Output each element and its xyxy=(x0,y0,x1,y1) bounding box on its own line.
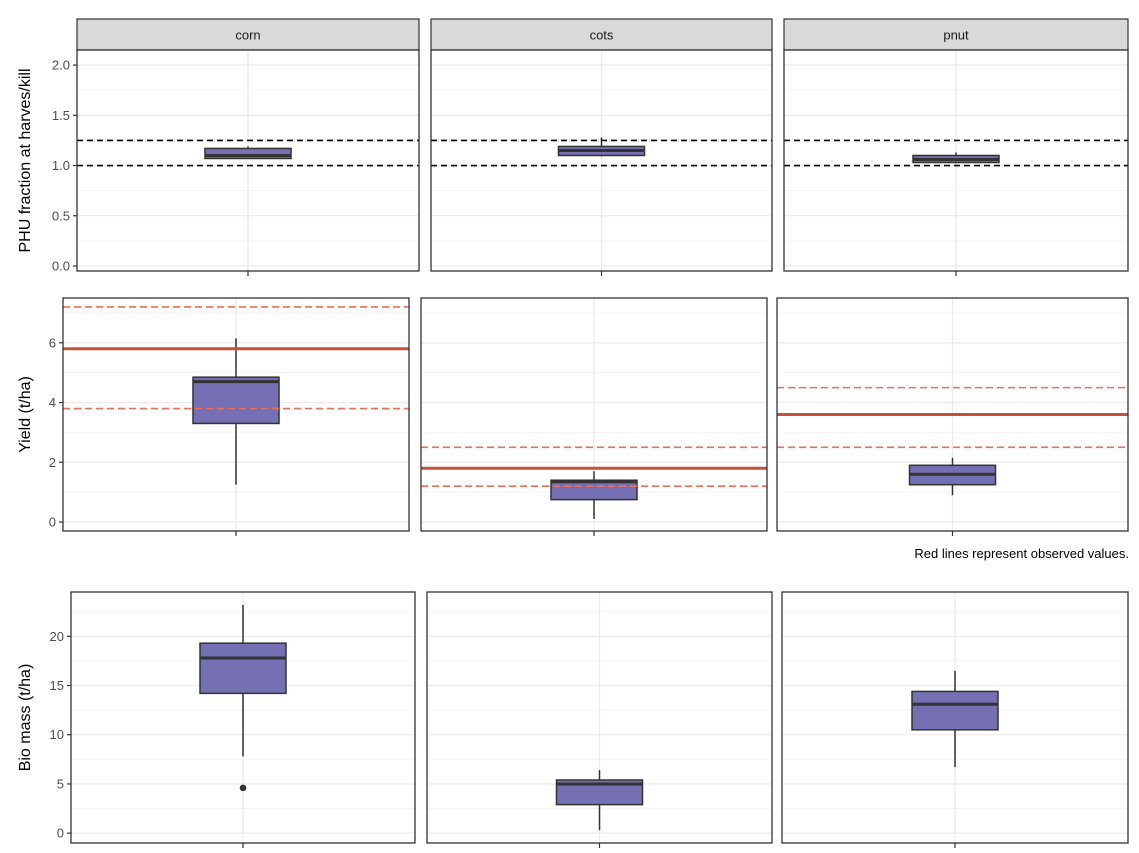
y-tick-label: 0 xyxy=(57,826,64,841)
biomass-panel-pnut xyxy=(781,591,1129,848)
yield-panel-cots xyxy=(420,297,768,536)
y-tick-label: 2.0 xyxy=(52,58,70,73)
biomass-panel-corn xyxy=(70,591,416,848)
y-tick-label: 10 xyxy=(50,727,64,742)
y-tick-label: 0.5 xyxy=(52,208,70,223)
y-tick-label: 15 xyxy=(50,678,64,693)
biomass-panel-cots xyxy=(426,591,773,848)
y-tick-label: 4 xyxy=(49,395,56,410)
box-corn xyxy=(192,376,280,425)
phu-fraction-row: corn 0.0 0.5 1.0 1.5 2.0 cots pnut PHU fraction … xyxy=(17,18,1129,276)
strip-label-pnut: pnut xyxy=(943,28,969,43)
y-tick-label: 1.0 xyxy=(52,158,70,173)
box-corn xyxy=(204,147,292,160)
biomass-row: 0 5 10 15 20 Bio mass (t/ha) xyxy=(17,591,1129,848)
strip-cots xyxy=(430,18,773,51)
y-tick-label: 5 xyxy=(57,776,64,791)
box-pnut xyxy=(911,690,999,731)
y-tick-label: 1.5 xyxy=(52,108,70,123)
strip-label-cots: cots xyxy=(590,28,614,43)
phu-panel-corn: corn xyxy=(76,18,420,276)
observed-values-note: Red lines represent observed values. xyxy=(914,546,1129,561)
phu-panel-pnut: pnut xyxy=(783,18,1129,276)
strip-pnut xyxy=(783,18,1129,51)
yield-panel-pnut xyxy=(776,297,1129,536)
yield-y-axis-title: Yield (t/ha) xyxy=(17,376,34,453)
y-tick-label: 0 xyxy=(49,515,56,530)
outlier-point-corn xyxy=(239,784,247,792)
strip-corn xyxy=(76,18,420,51)
y-tick-label: 2 xyxy=(49,455,56,470)
biomass-y-axis-title: Bio mass (t/ha) xyxy=(17,664,34,772)
yield-panel-corn xyxy=(62,297,410,536)
y-tick-label: 6 xyxy=(49,335,56,350)
phu-panel-cots: cots xyxy=(430,18,773,276)
box-corn xyxy=(199,642,287,695)
strip-label-corn: corn xyxy=(235,28,260,43)
phu-y-axis-title: PHU fraction at harves/kill xyxy=(17,68,34,252)
y-tick-label: 0.0 xyxy=(52,258,70,273)
y-tick-label: 20 xyxy=(50,629,64,644)
yield-row: 0 2 4 6 Yield (t/ha) xyxy=(17,297,1129,536)
